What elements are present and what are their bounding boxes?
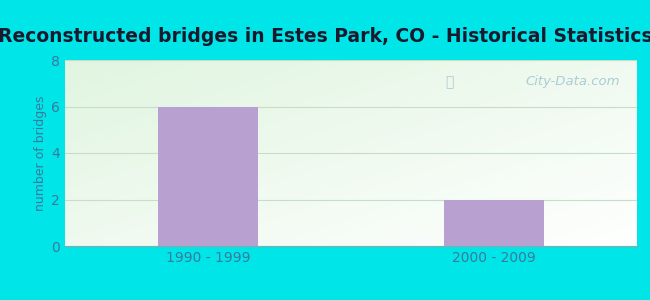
Y-axis label: number of bridges: number of bridges <box>34 95 47 211</box>
Text: ⓘ: ⓘ <box>446 75 454 89</box>
Text: City-Data.com: City-Data.com <box>525 75 620 88</box>
Text: Reconstructed bridges in Estes Park, CO - Historical Statistics: Reconstructed bridges in Estes Park, CO … <box>0 27 650 46</box>
Bar <box>158 106 258 246</box>
Bar <box>444 200 544 246</box>
